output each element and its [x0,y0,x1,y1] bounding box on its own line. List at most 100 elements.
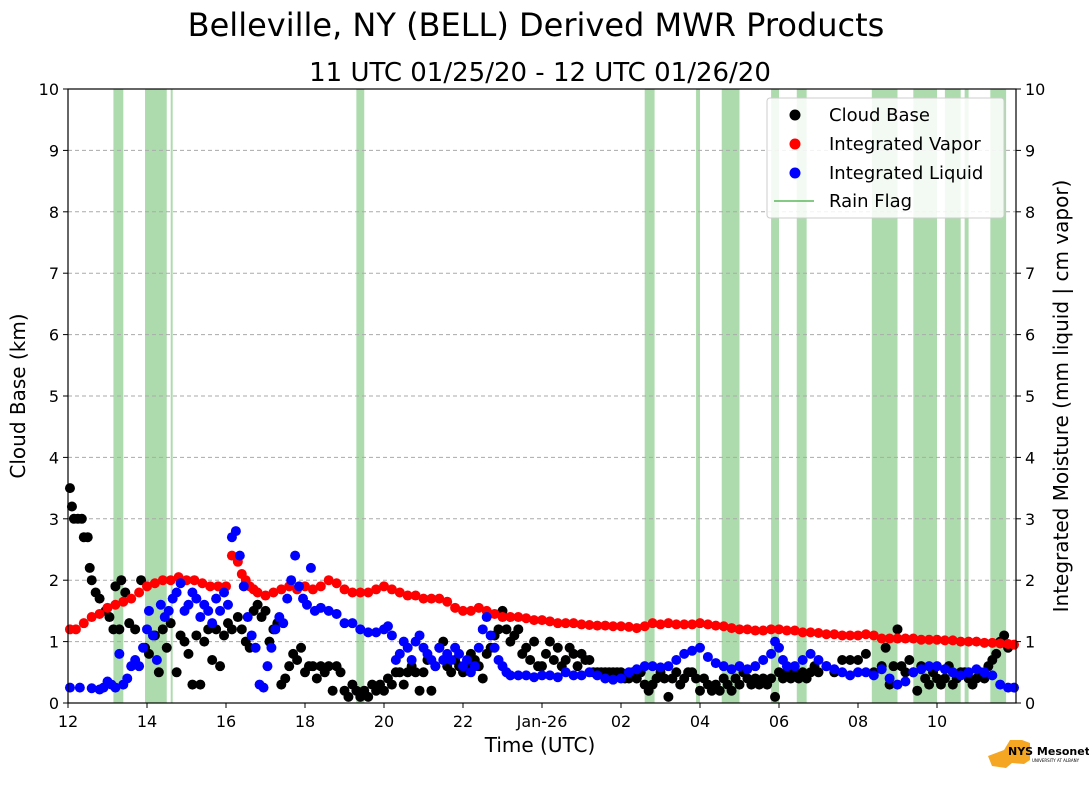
integrated-vapor-point [505,612,516,623]
integrated-liquid-point [544,670,555,681]
cloud-base-point [853,655,863,666]
integrated-liquid-point [155,599,166,610]
x-axis-label: Time (UTC) [484,733,596,757]
cloud-base-point [260,605,271,616]
integrated-liquid-point [110,682,121,693]
cloud-base-point [837,655,848,666]
integrated-liquid-point [294,581,305,592]
x-tick-label: 08 [848,712,868,731]
cloud-base-point [307,661,318,672]
legend-item-cloud-base: Cloud Base [789,105,930,126]
integrated-vapor-point [971,636,982,647]
integrated-liquid-point [552,672,563,683]
cloud-base-point [540,648,551,659]
integrated-liquid-point [414,630,425,641]
integrated-liquid-point [434,642,445,653]
cloud-base-point [568,648,579,659]
cloud-base-point [130,624,141,635]
integrated-liquid-point [560,667,571,678]
cloud-base-point [323,661,334,672]
cloud-base-point [714,685,725,696]
new-york-state-shape [988,740,1030,768]
integrated-vapor-point [465,605,476,616]
integrated-vapor-point [410,590,421,601]
cloud-base-point [663,691,674,702]
integrated-vapor-point [149,578,160,589]
integrated-vapor-point [402,590,413,601]
integrated-vapor-point [205,581,216,592]
legend-marker-integrated-vapor [789,138,801,150]
integrated-liquid-point [171,587,182,598]
cloud-base-point [537,661,547,672]
integrated-vapor-point [521,613,532,624]
integrated-liquid-point [639,661,650,672]
cloud-base-point [64,483,75,494]
cloud-base-point [86,575,97,586]
x-tick-label: 06 [769,712,789,731]
cloud-base-point [219,630,230,641]
y-tick-label-left: 10 [39,80,59,99]
rain-flag-band [990,89,1007,703]
integrated-liquid-point [805,648,816,659]
integrated-vapor-point [529,615,540,626]
cloud-base-point [900,667,911,678]
integrated-liquid-point [971,664,982,675]
cloud-base-point [659,673,670,684]
integrated-vapor-point [663,618,674,629]
integrated-liquid-point [211,593,222,604]
integrated-vapor-point [837,630,848,641]
integrated-liquid-point [900,676,911,687]
cloud-base-point [236,624,247,635]
integrated-liquid-point [64,682,75,693]
integrated-liquid-point [868,670,879,681]
integrated-vapor-point [386,584,397,595]
integrated-liquid-point [286,575,297,586]
cloud-base-point [860,648,871,659]
cloud-base-point [215,661,226,672]
integrated-vapor-point [797,627,808,638]
cloud-base-point [284,661,295,672]
integrated-vapor-point [789,625,800,636]
integrated-liquid-point [114,648,125,659]
integrated-liquid-point [134,661,145,672]
cloud-base-point [183,648,194,659]
legend-marker-integrated-liquid [789,167,801,179]
integrated-liquid-point [695,642,705,653]
cloud-base-point [521,642,532,653]
integrated-liquid-point [616,673,626,684]
integrated-liquid-point [203,605,214,616]
y-tick-label-left: 1 [49,633,59,652]
integrated-liquid-point [266,642,277,653]
y-tick-label-left: 5 [49,387,59,406]
y-tick-label-right: 4 [1025,448,1035,467]
integrated-liquid-point [246,630,257,641]
cloud-base-point [501,624,512,635]
cloud-base-point [766,673,777,684]
integrated-vapor-point [726,623,737,634]
integrated-liquid-point [537,670,547,681]
integrated-liquid-point [813,655,824,666]
legend-marker-cloud-base [789,109,801,121]
integrated-vapor-point [86,612,97,623]
x-tick-label: 18 [295,712,315,731]
cloud-base-point [904,655,915,666]
integrated-vapor-point [197,578,208,589]
integrated-liquid-point [947,667,958,678]
integrated-vapor-point [963,636,974,647]
data-series [64,483,1020,702]
axes: 12 14 16 18 20 22 Jan-26 02 04 06 08 100 01 12 23 34 45 5… [39,80,1046,731]
cloud-base-point [999,630,1010,641]
integrated-liquid-point [955,670,966,681]
legend-item-integrated-vapor: Integrated Vapor [789,134,981,155]
integrated-vapor-point [560,618,571,629]
integrated-vapor-point [616,621,626,632]
cloud-base-point [171,667,182,678]
y-tick-label-left: 4 [49,448,59,467]
legend-box [766,97,1005,219]
cloud-base-point [187,679,198,690]
logo-subtext: UNIVERSITY AT ALBANY [1032,758,1080,763]
cloud-base-point [560,655,571,666]
integrated-liquid-point [963,667,974,678]
integrated-vapor-point [268,587,279,598]
integrated-liquid-point [86,683,97,694]
